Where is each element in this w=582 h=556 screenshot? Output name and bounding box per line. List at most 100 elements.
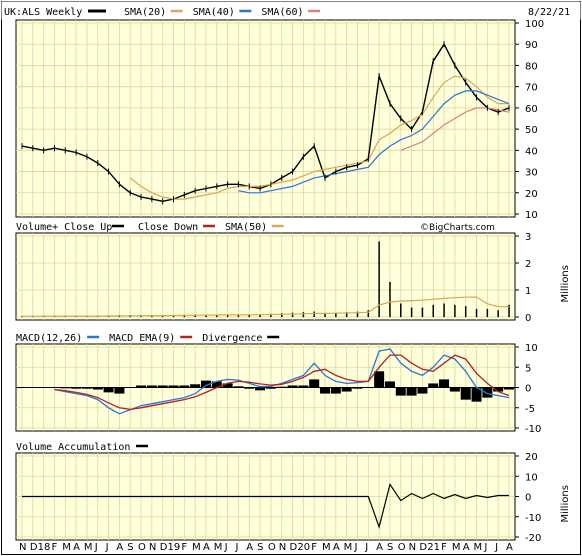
- price-ytick-label: 10: [525, 210, 538, 221]
- price-symbol-label: UK:ALS Weekly: [4, 7, 82, 18]
- macd-divergence-bar: [298, 385, 309, 388]
- price-series-sma3: [400, 107, 510, 151]
- x-tick-label: D: [290, 542, 298, 553]
- x-tick-label: F: [181, 542, 187, 553]
- x-tick-label: 21: [427, 542, 440, 553]
- x-tick-label: J: [105, 542, 109, 553]
- vacc-ylabel: Millions: [560, 485, 571, 522]
- watermark: ©BigCharts.com: [420, 223, 495, 233]
- macd-divergence-bar: [384, 381, 395, 388]
- macd-divergence-bar: [374, 371, 385, 388]
- price-ytick-label: 60: [525, 104, 538, 115]
- macd-divergence-bar: [406, 387, 417, 396]
- x-tick-label: A: [376, 542, 383, 553]
- macd-divergence-bar: [146, 385, 157, 388]
- macd-legend-label: MACD(12,26): [16, 333, 82, 344]
- macd-divergence-bar: [493, 387, 504, 392]
- macd-divergence-bar: [352, 387, 363, 389]
- x-tick-label: D: [30, 542, 38, 553]
- x-tick-label: 19: [168, 542, 181, 553]
- vacc-ytick-label: 20: [525, 452, 538, 463]
- price-ytick-label: 80: [525, 61, 538, 72]
- x-tick-label: M: [192, 542, 201, 553]
- x-tick-label: M: [84, 542, 93, 553]
- macd-divergence-bar: [439, 379, 450, 388]
- volume-ytick-label: 0: [525, 313, 531, 324]
- price-ytick-label: 50: [525, 125, 538, 136]
- volume-legend-label: SMA(50): [225, 222, 267, 233]
- macd-ytick-label: 5: [525, 363, 531, 374]
- volume-legend-label: Close Down: [138, 222, 198, 233]
- price-date-label: 8/22/21: [528, 7, 570, 18]
- macd-grid: [16, 344, 519, 431]
- volume-grid: [16, 233, 519, 320]
- x-tick-label: J: [364, 542, 368, 553]
- macd-divergence-bar: [200, 380, 211, 388]
- x-tick-label: J: [483, 542, 487, 553]
- price-ytick-label: 70: [525, 83, 538, 94]
- macd-divergence-bar: [341, 387, 352, 392]
- x-tick-label: O: [138, 542, 146, 553]
- volume-sma-line: [22, 296, 510, 317]
- macd-divergence-bar: [482, 387, 493, 398]
- x-tick-label: S: [387, 542, 393, 553]
- vacc-ytick-label: 10: [525, 472, 538, 483]
- price-header-bg: [1, 1, 581, 20]
- price-series-sma1: [129, 75, 509, 200]
- macd-divergence-bar: [136, 385, 147, 388]
- x-tick-label: 18: [38, 542, 51, 553]
- x-tick-label: A: [506, 542, 513, 553]
- macd-legend-label: Divergence: [202, 333, 262, 344]
- macd-divergence-bar: [449, 387, 460, 392]
- macd-divergence-bar: [157, 385, 168, 388]
- macd-divergence-bar: [244, 387, 255, 389]
- volume-ylabel: Millions: [560, 265, 571, 302]
- macd-divergence-bar: [265, 387, 276, 389]
- price-ytick-label: 90: [525, 40, 538, 51]
- x-tick-label: M: [62, 542, 71, 553]
- macd-divergence-bar: [233, 386, 244, 388]
- volume-title: Volume+ Close Up: [16, 222, 112, 233]
- macd-ytick-label: -5: [525, 404, 535, 415]
- price-legend-label: SMA(60): [261, 7, 303, 18]
- x-tick-label: J: [224, 542, 228, 553]
- macd-divergence-bar: [320, 387, 331, 394]
- price-ytick-label: 100: [525, 19, 544, 30]
- x-tick-label: M: [474, 542, 483, 553]
- macd-divergence-bar: [255, 387, 266, 391]
- x-tick-label: S: [257, 542, 263, 553]
- macd-divergence-bar: [211, 381, 222, 388]
- x-tick-label: F: [51, 542, 57, 553]
- vacc-ytick-label: 0: [525, 493, 531, 504]
- x-tick-label: N: [409, 542, 416, 553]
- x-tick-label: J: [353, 542, 357, 553]
- macd-divergence-bar: [460, 387, 471, 400]
- macd-divergence-bar: [60, 387, 71, 389]
- macd-header-bg: [16, 330, 515, 344]
- x-tick-label: F: [311, 542, 317, 553]
- x-tick-label: D: [160, 542, 168, 553]
- vacc-ytick-label: -10: [525, 513, 541, 524]
- volume-ytick-label: 2: [525, 259, 531, 270]
- macd-divergence-bar: [103, 387, 114, 393]
- price-ytick-label: 30: [525, 168, 538, 179]
- x-tick-label: M: [214, 542, 223, 553]
- price-grid: [16, 20, 519, 217]
- x-tick-label: M: [322, 542, 331, 553]
- x-tick-label: J: [94, 542, 98, 553]
- x-tick-label: A: [203, 542, 210, 553]
- price-ytick-label: 20: [525, 189, 538, 200]
- macd-divergence-bar: [114, 387, 125, 394]
- macd-divergence-bar: [190, 384, 201, 388]
- x-tick-label: S: [127, 542, 133, 553]
- x-tick-label: N: [149, 542, 156, 553]
- volume-header-bg: [16, 219, 515, 233]
- macd-divergence-bar: [504, 387, 514, 390]
- x-tick-label: D: [419, 542, 427, 553]
- macd-divergence-bar: [287, 385, 298, 388]
- x-tick-label: O: [268, 542, 276, 553]
- macd-divergence-bar: [168, 385, 179, 388]
- macd-divergence-bar: [471, 387, 482, 402]
- x-tick-label: A: [116, 542, 123, 553]
